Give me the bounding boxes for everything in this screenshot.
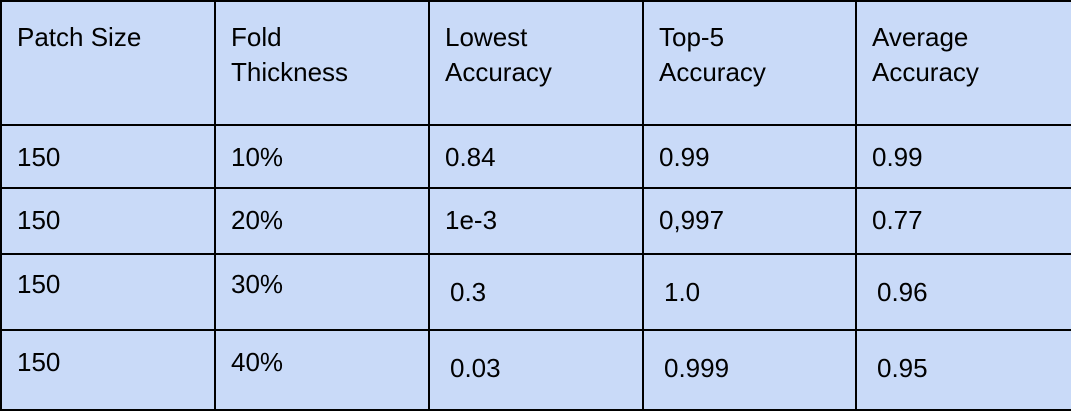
cell-average-accuracy: 0.99 <box>855 124 1071 189</box>
header-top5-accuracy: Top-5 Accuracy <box>642 0 857 126</box>
cell-fold-thickness: 40% <box>214 329 430 411</box>
cell-top5-accuracy: 0.999 <box>642 329 857 411</box>
cell-patch-size: 150 <box>0 253 216 331</box>
table-row: 150 40% 0.03 0.999 0.95 <box>0 329 1071 411</box>
cell-average-accuracy: 0.77 <box>855 187 1071 255</box>
table-row: 150 20% 1e-3 0,997 0.77 <box>0 187 1071 255</box>
cell-patch-size: 150 <box>0 124 216 189</box>
cell-average-accuracy: 0.96 <box>855 253 1071 331</box>
cell-top5-accuracy: 1.0 <box>642 253 857 331</box>
header-patch-size: Patch Size <box>0 0 216 126</box>
table-row: 150 30% 0.3 1.0 0.96 <box>0 253 1071 331</box>
header-fold-thickness: Fold Thickness <box>214 0 430 126</box>
cell-average-accuracy: 0.95 <box>855 329 1071 411</box>
cell-top5-accuracy: 0,997 <box>642 187 857 255</box>
cell-patch-size: 150 <box>0 187 216 255</box>
cell-top5-accuracy: 0.99 <box>642 124 857 189</box>
cell-fold-thickness: 10% <box>214 124 430 189</box>
cell-lowest-accuracy: 0.03 <box>428 329 644 411</box>
cell-fold-thickness: 20% <box>214 187 430 255</box>
table-header-row: Patch Size Fold Thickness Lowest Accurac… <box>0 0 1071 126</box>
table-row: 150 10% 0.84 0.99 0.99 <box>0 124 1071 189</box>
cell-lowest-accuracy: 0.84 <box>428 124 644 189</box>
header-lowest-accuracy: Lowest Accuracy <box>428 0 644 126</box>
cell-fold-thickness: 30% <box>214 253 430 331</box>
cell-lowest-accuracy: 1e-3 <box>428 187 644 255</box>
cell-patch-size: 150 <box>0 329 216 411</box>
cell-lowest-accuracy: 0.3 <box>428 253 644 331</box>
header-average-accuracy: Average Accuracy <box>855 0 1071 126</box>
